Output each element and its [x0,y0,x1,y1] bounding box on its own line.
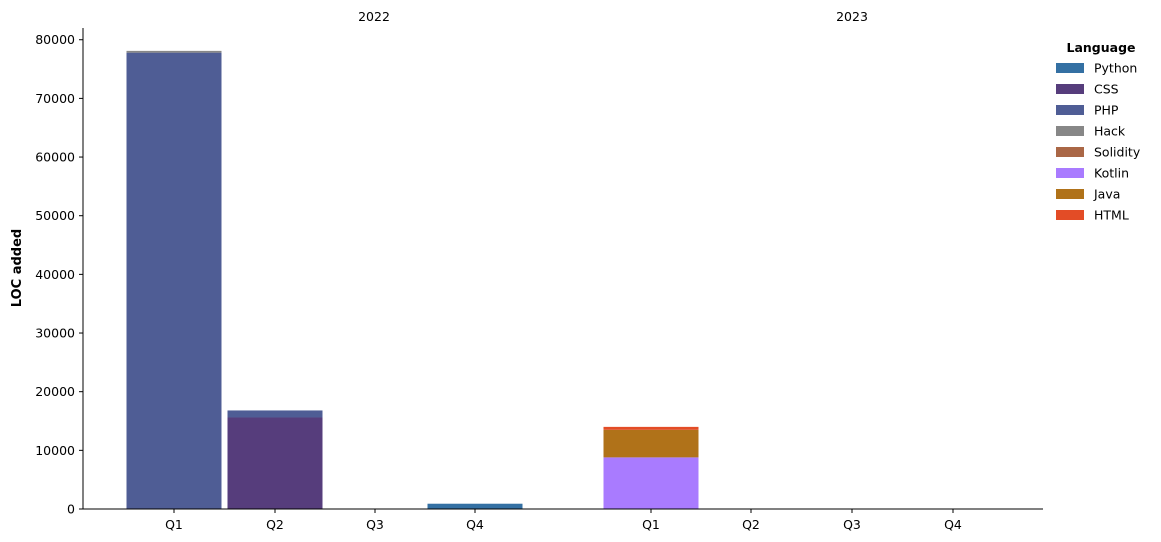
legend-swatch-solidity [1056,147,1084,157]
legend-label-html: HTML [1094,208,1129,223]
y-tick-label: 0 [67,502,75,517]
legend-title: Language [1066,40,1135,55]
group-label-2022: 2022 [358,9,390,24]
x-tick-label: Q1 [642,517,660,532]
legend-swatch-html [1056,210,1084,220]
bar-2022-q2-php [227,410,323,418]
x-tick-label: Q4 [944,517,962,532]
bar-2023-q1-kotlin [603,457,699,509]
legend-swatch-python [1056,63,1084,73]
bar-2022-q2-css [227,417,323,509]
bar-2023-q1-java [603,429,699,458]
legend-label-hack: Hack [1094,124,1126,139]
legend-swatch-php [1056,105,1084,115]
legend-label-php: PHP [1094,103,1119,118]
legend-swatch-css [1056,84,1084,94]
legend-label-solidity: Solidity [1094,145,1141,160]
y-tick-label: 30000 [35,326,75,341]
group-label-2023: 2023 [836,9,868,24]
x-tick-label: Q1 [165,517,183,532]
legend-label-python: Python [1094,61,1137,76]
bar-2023-q1-html [603,426,699,430]
bars-layer [126,50,699,509]
y-tick-label: 20000 [35,384,75,399]
legend-label-css: CSS [1094,82,1119,97]
legend-swatch-java [1056,189,1084,199]
legend: Language Python CSS PHP Hack Solidity Kotlin Ja… [1056,40,1141,223]
x-tick-label: Q2 [742,517,760,532]
bar-2022-q4-python [427,503,523,509]
y-tick-label: 80000 [35,32,75,47]
x-tick-label: Q2 [266,517,284,532]
bar-2022-q1-php [126,52,222,509]
y-tick-label: 40000 [35,267,75,282]
legend-swatch-kotlin [1056,168,1084,178]
y-axis-label: LOC added [10,229,25,307]
axes-layer [82,28,1043,510]
y-tick-label: 70000 [35,91,75,106]
y-tick-label: 10000 [35,443,75,458]
x-tick-label: Q4 [466,517,484,532]
bar-2022-q1-hack [126,50,222,53]
group-labels: 2022 2023 [358,9,868,24]
y-tick-label: 60000 [35,150,75,165]
legend-label-java: Java [1093,187,1120,202]
legend-swatch-hack [1056,126,1084,136]
y-tick-label: 50000 [35,208,75,223]
x-tick-label: Q3 [843,517,861,532]
legend-label-kotlin: Kotlin [1094,166,1129,181]
ticks-layer: 0 10000 20000 30000 40000 50000 60000 70000 8000… [35,32,962,532]
x-tick-label: Q3 [366,517,384,532]
